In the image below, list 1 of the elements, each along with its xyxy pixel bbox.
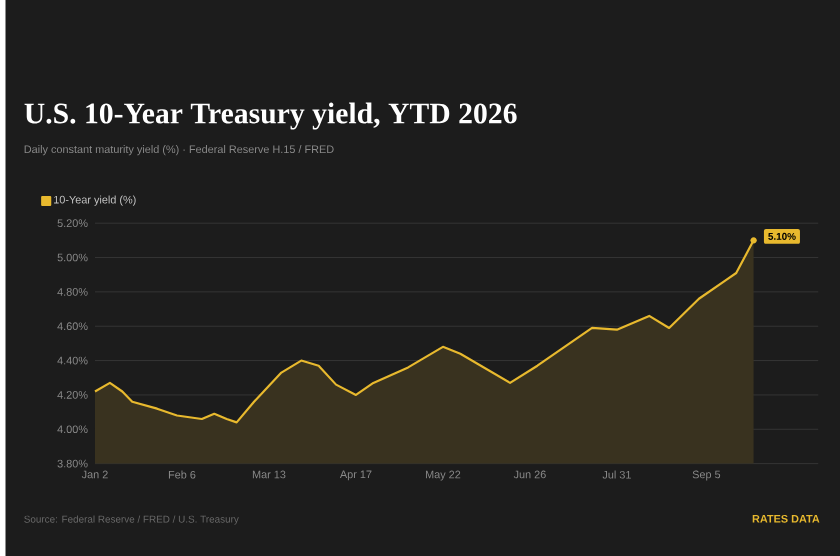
chart-title: U.S. 10-Year Treasury yield, YTD 2026 [24, 102, 517, 130]
